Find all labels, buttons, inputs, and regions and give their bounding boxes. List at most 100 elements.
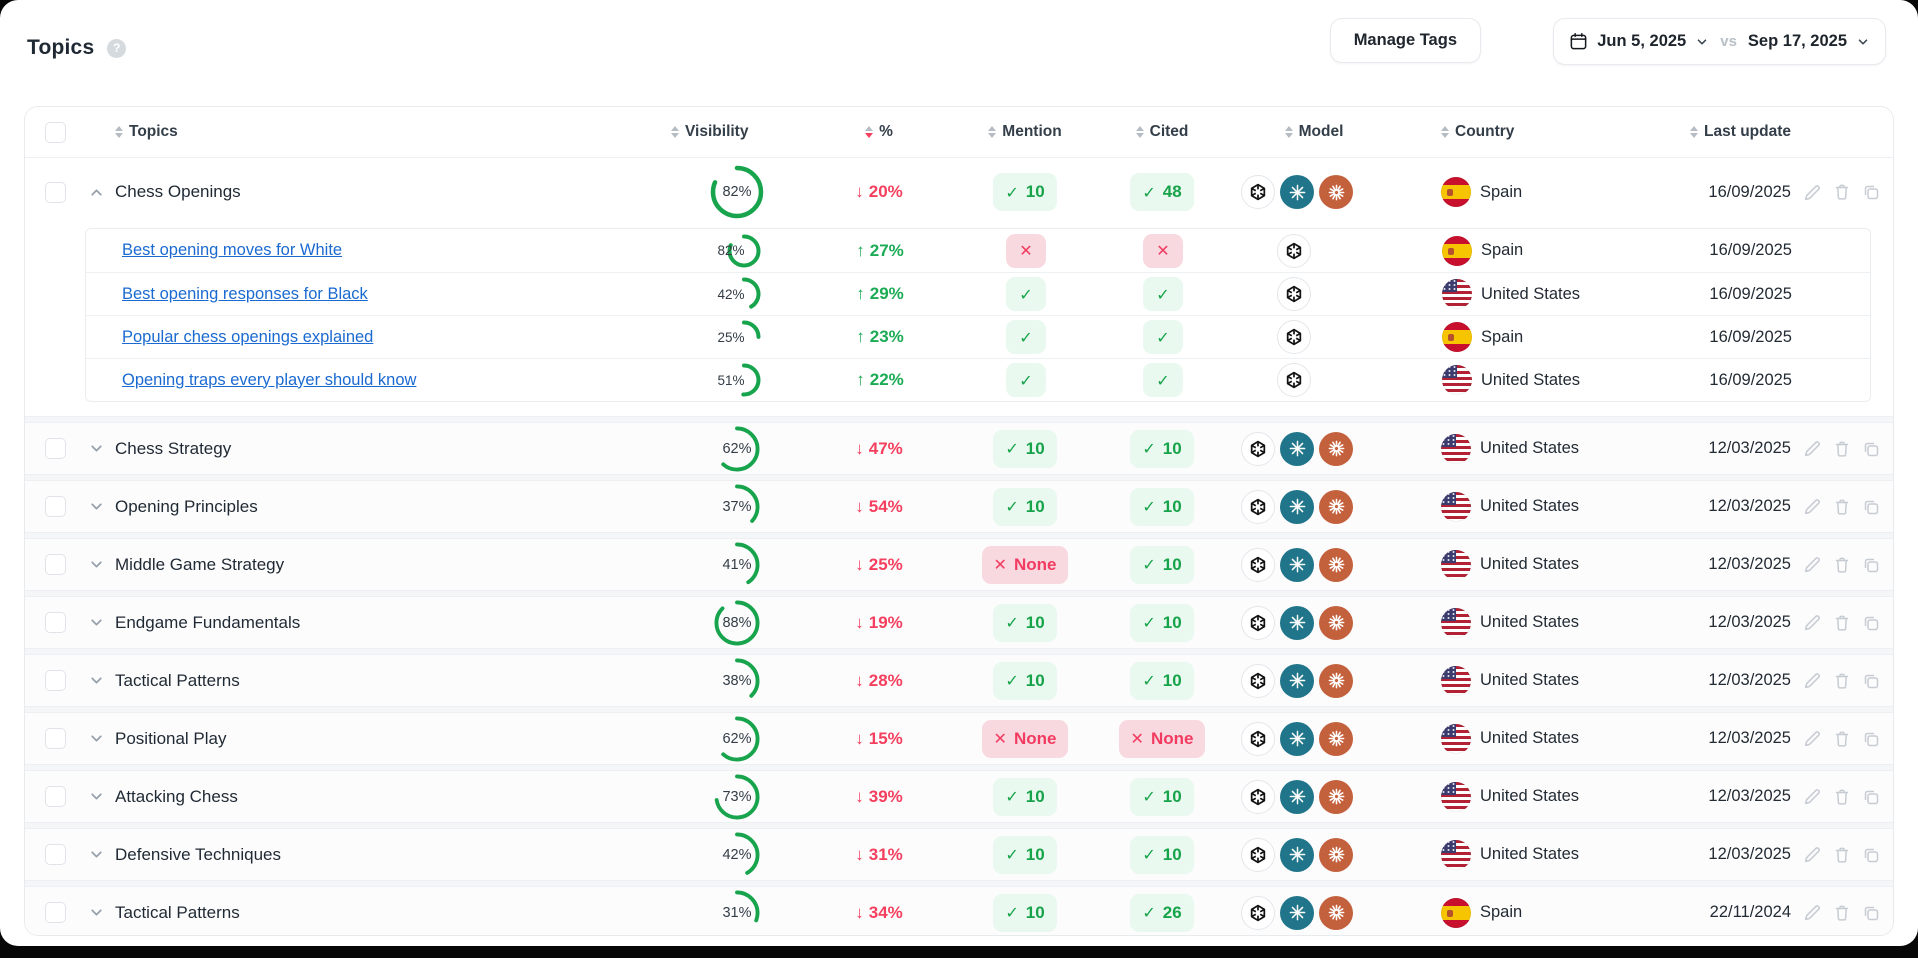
table-row[interactable]: Defensive Techniques 42% ↓ 31% ✓ 10 ✓ 10 [25, 829, 1893, 880]
delete-button[interactable] [1832, 787, 1852, 807]
prompt-link[interactable]: Best opening moves for White [122, 241, 343, 259]
prompt-row[interactable]: Opening traps every player should know 5… [86, 358, 1870, 401]
edit-button[interactable] [1802, 182, 1823, 203]
edit-button[interactable] [1802, 496, 1823, 517]
sort-icon[interactable] [988, 126, 997, 138]
table-row[interactable]: Endgame Fundamentals 88% ↓ 19% ✓ 10 ✓ 10 [25, 597, 1893, 648]
table-row[interactable]: Middle Game Strategy 41% ↓ 25% ✕ None ✓ 10 [25, 539, 1893, 590]
column-header-country[interactable]: Country [1399, 123, 1605, 141]
edit-button[interactable] [1802, 612, 1823, 633]
row-checkbox[interactable] [44, 496, 66, 517]
change-value: 29% [869, 284, 904, 303]
model-icons [1209, 233, 1379, 268]
row-checkbox[interactable] [44, 612, 66, 633]
select-all-checkbox[interactable] [44, 121, 66, 143]
sort-icon[interactable] [671, 126, 679, 138]
table-row[interactable]: Tactical Patterns 38% ↓ 28% ✓ 10 ✓ 10 [25, 655, 1893, 706]
column-header-update[interactable]: Last update [1605, 123, 1791, 141]
sort-icon[interactable] [1135, 126, 1144, 138]
edit-button[interactable] [1802, 554, 1823, 575]
expand-chevron[interactable] [77, 440, 115, 457]
mention-badge: ✓ [1006, 320, 1046, 354]
sort-icon[interactable] [1441, 126, 1449, 138]
prompt-row[interactable]: Best opening moves for White 82% ↑ 27% ✕… [86, 229, 1870, 272]
duplicate-button[interactable] [1861, 787, 1881, 807]
delete-button[interactable] [1832, 439, 1852, 459]
delete-button[interactable] [1832, 613, 1852, 633]
row-checkbox[interactable] [44, 181, 66, 203]
delete-button[interactable] [1832, 182, 1852, 202]
table-row[interactable]: Positional Play 62% ↓ 15% ✕ None ✕ None [25, 713, 1893, 764]
expand-chevron[interactable] [77, 788, 115, 805]
table-row[interactable]: Opening Principles 37% ↓ 54% ✓ 10 ✓ 10 [25, 481, 1893, 532]
row-checkbox[interactable] [44, 670, 66, 691]
prompt-link[interactable]: Popular chess openings explained [122, 327, 374, 346]
edit-button[interactable] [1802, 670, 1823, 691]
edit-button[interactable] [1802, 786, 1823, 807]
expand-chevron[interactable] [77, 184, 115, 201]
delete-button[interactable] [1832, 671, 1852, 691]
sort-icon[interactable] [115, 126, 123, 138]
duplicate-button[interactable] [1861, 729, 1881, 749]
edit-button[interactable] [1802, 844, 1823, 865]
duplicate-button[interactable] [1861, 613, 1881, 633]
table-row[interactable]: Chess Openings 82% ↓ 20% ✓ 10 ✓ 48 [25, 158, 1893, 226]
topic-row-section: Attacking Chess 73% ↓ 39% ✓ 10 ✓ 10 [25, 771, 1893, 822]
prompt-row[interactable]: Best opening responses for Black 42% ↑ 2… [86, 272, 1870, 315]
table-row[interactable]: Attacking Chess 73% ↓ 39% ✓ 10 ✓ 10 [25, 771, 1893, 822]
delete-button[interactable] [1832, 555, 1852, 575]
edit-button[interactable] [1802, 728, 1823, 749]
sort-icon[interactable] [865, 126, 874, 138]
expand-chevron[interactable] [77, 846, 115, 863]
edit-button[interactable] [1802, 438, 1823, 459]
table-row[interactable]: Tactical Patterns 31% ↓ 34% ✓ 10 ✓ 26 [25, 887, 1893, 935]
prompt-row[interactable]: Popular chess openings explained 25% ↑ 2… [86, 315, 1870, 358]
date-from[interactable]: Jun 5, 2025 [1597, 32, 1687, 50]
openai-model-icon [1241, 721, 1275, 756]
row-checkbox[interactable] [44, 844, 66, 865]
mention-count: None [1013, 554, 1057, 574]
sort-icon[interactable] [1284, 126, 1293, 138]
delete-button[interactable] [1832, 845, 1852, 865]
help-icon[interactable]: ? [107, 38, 127, 58]
row-checkbox[interactable] [44, 438, 66, 459]
row-checkbox[interactable] [44, 728, 66, 749]
edit-button[interactable] [1802, 902, 1823, 923]
column-header-pct[interactable]: % [803, 123, 955, 141]
expand-chevron[interactable] [77, 614, 115, 631]
duplicate-button[interactable] [1861, 671, 1881, 691]
prompt-link[interactable]: Best opening responses for Black [122, 284, 368, 303]
chevron-down-icon [90, 909, 102, 916]
prompt-link[interactable]: Opening traps every player should know [122, 370, 417, 389]
row-checkbox[interactable] [44, 554, 66, 575]
delete-button[interactable] [1832, 497, 1852, 517]
date-range-picker[interactable]: Jun 5, 2025 vs Sep 17, 2025 [1553, 18, 1886, 65]
duplicate-button[interactable] [1861, 439, 1881, 459]
delete-button[interactable] [1832, 729, 1852, 749]
column-header-visibility[interactable]: Visibility [671, 123, 803, 141]
change-value: 22% [869, 370, 904, 389]
date-to[interactable]: Sep 17, 2025 [1747, 32, 1847, 50]
expand-chevron[interactable] [77, 672, 115, 689]
manage-tags-button[interactable]: Manage Tags [1329, 18, 1481, 63]
duplicate-button[interactable] [1861, 497, 1881, 517]
duplicate-button[interactable] [1861, 555, 1881, 575]
column-header-cited[interactable]: Cited [1095, 123, 1229, 141]
delete-button[interactable] [1832, 903, 1852, 923]
expand-chevron[interactable] [77, 730, 115, 747]
sort-icon[interactable] [1690, 126, 1699, 138]
row-checkbox[interactable] [44, 786, 66, 807]
column-header-topic[interactable]: Topics [115, 123, 671, 141]
expand-chevron[interactable] [77, 556, 115, 573]
row-checkbox[interactable] [44, 902, 66, 923]
column-header-mention[interactable]: Mention [955, 123, 1095, 141]
expand-chevron[interactable] [77, 498, 115, 515]
column-header-model[interactable]: Model [1229, 123, 1399, 141]
expand-chevron[interactable] [77, 904, 115, 921]
change-arrow-icon: ↓ [855, 612, 864, 632]
duplicate-button[interactable] [1861, 845, 1881, 865]
duplicate-button[interactable] [1861, 903, 1881, 923]
copy-icon [1864, 790, 1879, 804]
table-row[interactable]: Chess Strategy 62% ↓ 47% ✓ 10 ✓ 10 [25, 423, 1893, 474]
duplicate-button[interactable] [1861, 182, 1881, 202]
